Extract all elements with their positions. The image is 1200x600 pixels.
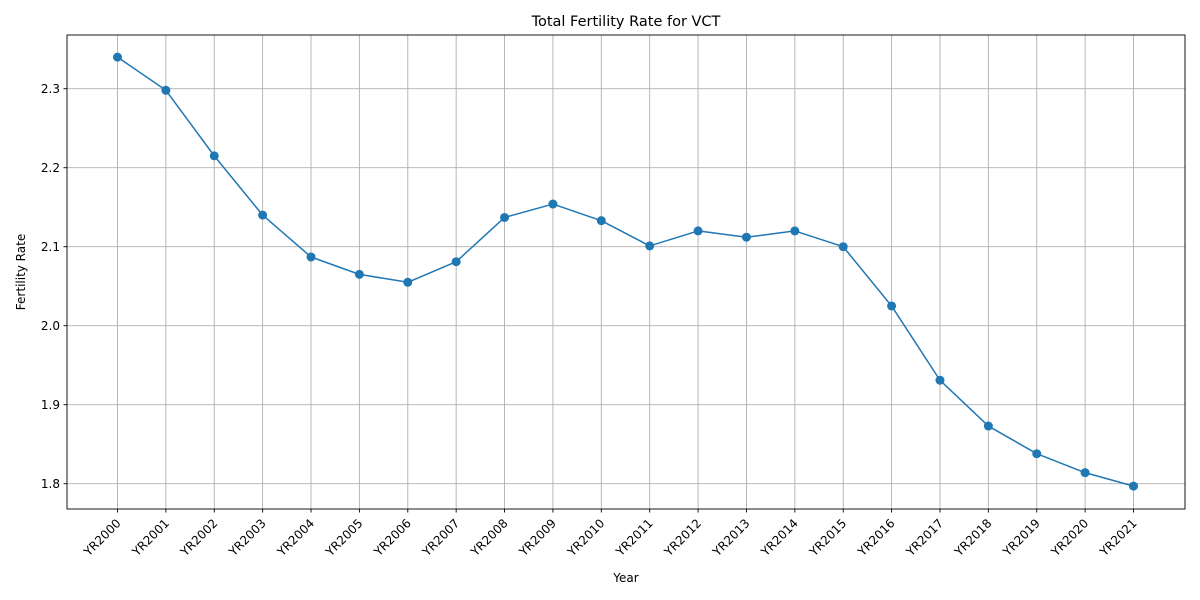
- data-point: [838, 242, 848, 252]
- x-tick-label: YR2013: [709, 516, 752, 559]
- x-tick-label: YR2003: [225, 516, 268, 559]
- data-point: [741, 232, 751, 242]
- data-point: [887, 301, 897, 311]
- x-axis-ticks: YR2000 YR2001 YR2002 YR2003 YR2004 YR2005 YR20…: [80, 509, 1140, 560]
- series-line: [117, 56, 1134, 487]
- y-tick-label: 2.2: [41, 161, 60, 175]
- y-axis-label: Fertility Rate: [14, 234, 28, 310]
- data-point: [161, 85, 171, 95]
- data-point: [1080, 468, 1090, 478]
- x-tick-label: YR2015: [806, 516, 849, 559]
- grid-lines: [67, 35, 1185, 509]
- x-tick-label: YR2020: [1048, 516, 1091, 559]
- x-tick-label: YR2004: [274, 516, 317, 559]
- chart-title: Total Fertility Rate for VCT: [531, 14, 721, 30]
- data-point: [790, 226, 800, 236]
- data-point: [1129, 481, 1138, 491]
- y-tick-label: 2.0: [41, 319, 60, 333]
- data-point: [983, 421, 993, 431]
- x-tick-label: YR2009: [516, 516, 559, 559]
- x-tick-label: YR2014: [758, 516, 801, 559]
- data-point: [354, 269, 364, 279]
- y-tick-label: 1.9: [41, 398, 60, 412]
- data-point: [645, 241, 655, 251]
- data-point: [693, 226, 703, 236]
- x-axis-label: Year: [612, 571, 638, 585]
- x-tick-label: YR2001: [129, 516, 172, 559]
- x-tick-label: YR2019: [1000, 516, 1043, 559]
- y-tick-label: 2.1: [41, 240, 60, 254]
- plot-area-frame: [66, 34, 1186, 510]
- data-point: [1032, 449, 1042, 459]
- x-tick-label: YR2011: [613, 516, 656, 559]
- data-point: [500, 212, 510, 222]
- x-tick-label: YR2021: [1096, 516, 1139, 559]
- data-point: [306, 252, 316, 262]
- data-point: [209, 151, 219, 161]
- series-layer: [113, 52, 1138, 491]
- data-point: [113, 52, 122, 62]
- x-tick-label: YR2017: [903, 516, 946, 559]
- data-point: [258, 210, 268, 220]
- data-point: [548, 199, 558, 209]
- x-tick-label: YR2016: [854, 516, 897, 559]
- y-axis-ticks: 1.8 1.9 2.0 2.1 2.2 2.3: [41, 82, 67, 491]
- x-tick-label: YR2002: [177, 516, 220, 559]
- data-point: [935, 375, 945, 385]
- y-tick-label: 1.8: [41, 477, 60, 491]
- x-tick-label: YR2006: [371, 516, 414, 559]
- data-point: [596, 216, 606, 226]
- data-point: [451, 257, 461, 267]
- x-tick-label: YR2012: [661, 516, 704, 559]
- x-tick-label: YR2010: [564, 516, 607, 559]
- x-tick-label: YR2018: [951, 516, 994, 559]
- x-tick-label: YR2007: [419, 516, 462, 559]
- x-tick-label: YR2000: [80, 516, 123, 559]
- y-tick-label: 2.3: [41, 82, 60, 96]
- data-point: [403, 277, 413, 287]
- x-tick-label: YR2005: [322, 516, 365, 559]
- x-tick-label: YR2008: [467, 516, 510, 559]
